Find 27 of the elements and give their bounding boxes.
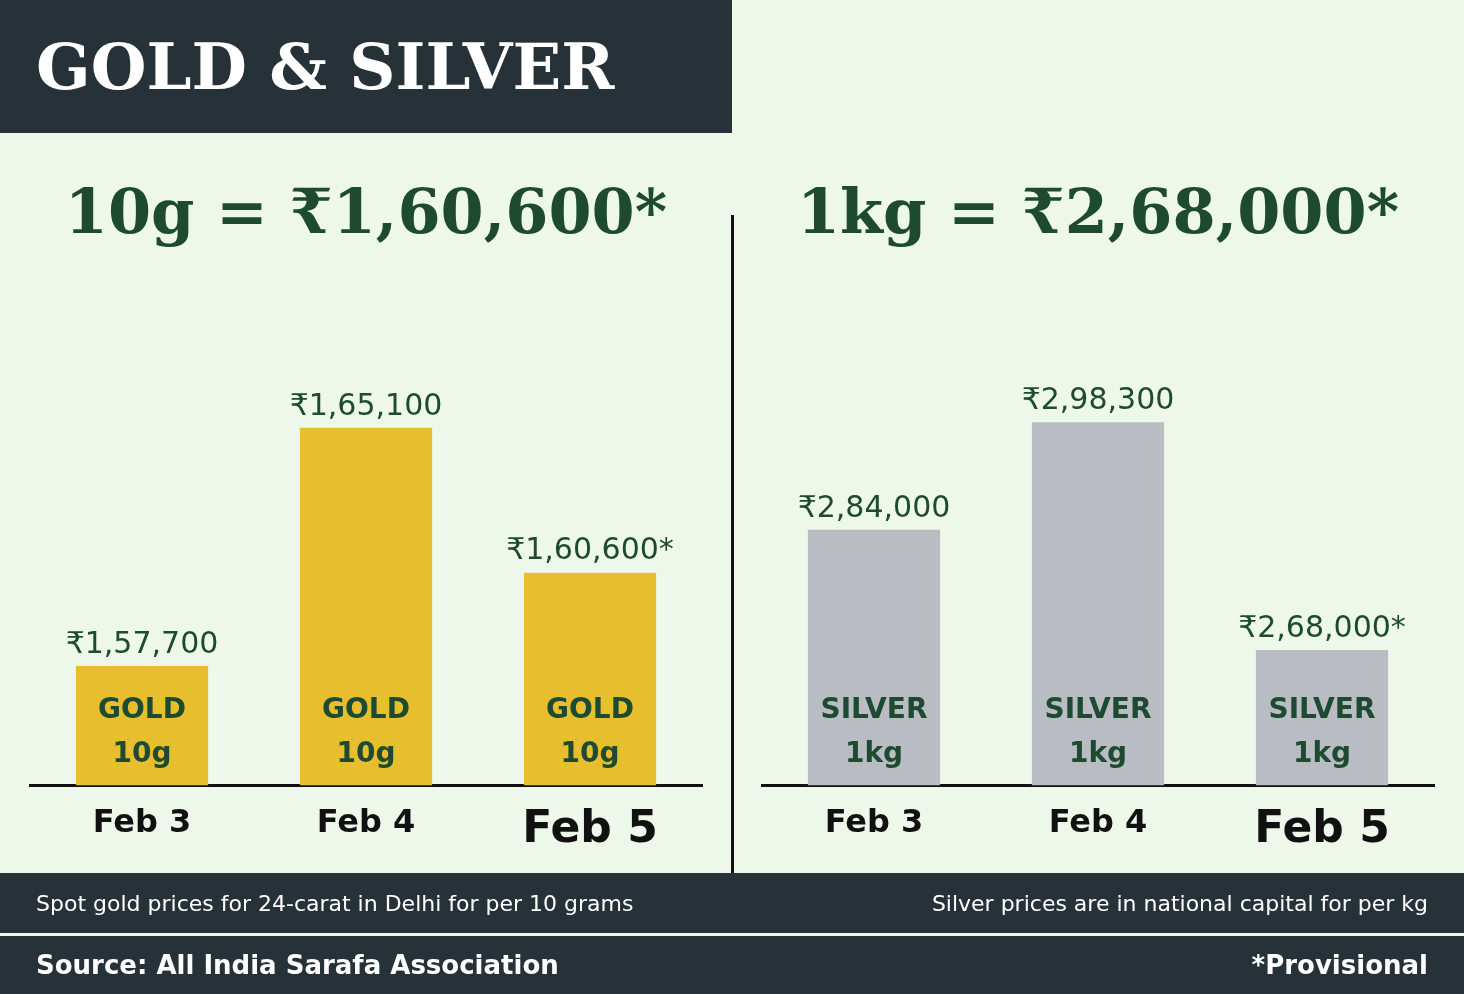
x-tick-label: Feb 3	[92, 801, 192, 840]
annotation: Source: All India Sarafa Association	[36, 950, 559, 980]
x-tick-label: Feb 3	[824, 801, 924, 840]
annotation: SILVER 1kg	[1268, 692, 1376, 770]
x-tick-label: Feb 4	[1048, 801, 1148, 840]
x-tick-label: Feb 5	[522, 801, 658, 853]
footer-strip: Source: All India Sarafa Association *Provisional	[0, 936, 1464, 994]
annotation: *Provisional	[1251, 950, 1428, 980]
annotation: Silver prices are in national capital for per kg	[931, 890, 1428, 916]
data-label: ₹1,60,600*	[506, 531, 674, 567]
footer-strip: Spot gold prices for 24-carat in Delhi for per 10 grams Silver prices are in national capital for per kg	[0, 873, 1464, 933]
data-label: ₹2,68,000*	[1238, 608, 1406, 644]
chart-title: 1kg = ₹2,68,000*	[796, 175, 1400, 249]
x-tick-label: Feb 5	[1254, 801, 1390, 853]
annotation: SILVER 1kg	[820, 692, 928, 770]
x-tick-label: Feb 4	[316, 801, 416, 840]
data-label: ₹1,57,700	[65, 624, 219, 660]
data-label: ₹2,98,300	[1021, 381, 1175, 417]
annotation: GOLD 10g	[98, 692, 186, 770]
annotation: SILVER 1kg	[1044, 692, 1152, 770]
annotation: Spot gold prices for 24-carat in Delhi for per 10 grams	[36, 890, 634, 916]
annotation: GOLD 10g	[546, 692, 634, 770]
chart-title: 10g = ₹1,60,600*	[64, 175, 668, 249]
header-strip: GOLD & SILVER	[0, 0, 732, 133]
annotation: GOLD 10g	[322, 692, 410, 770]
data-label: ₹2,84,000	[797, 488, 951, 524]
data-label: ₹1,65,100	[289, 386, 443, 422]
